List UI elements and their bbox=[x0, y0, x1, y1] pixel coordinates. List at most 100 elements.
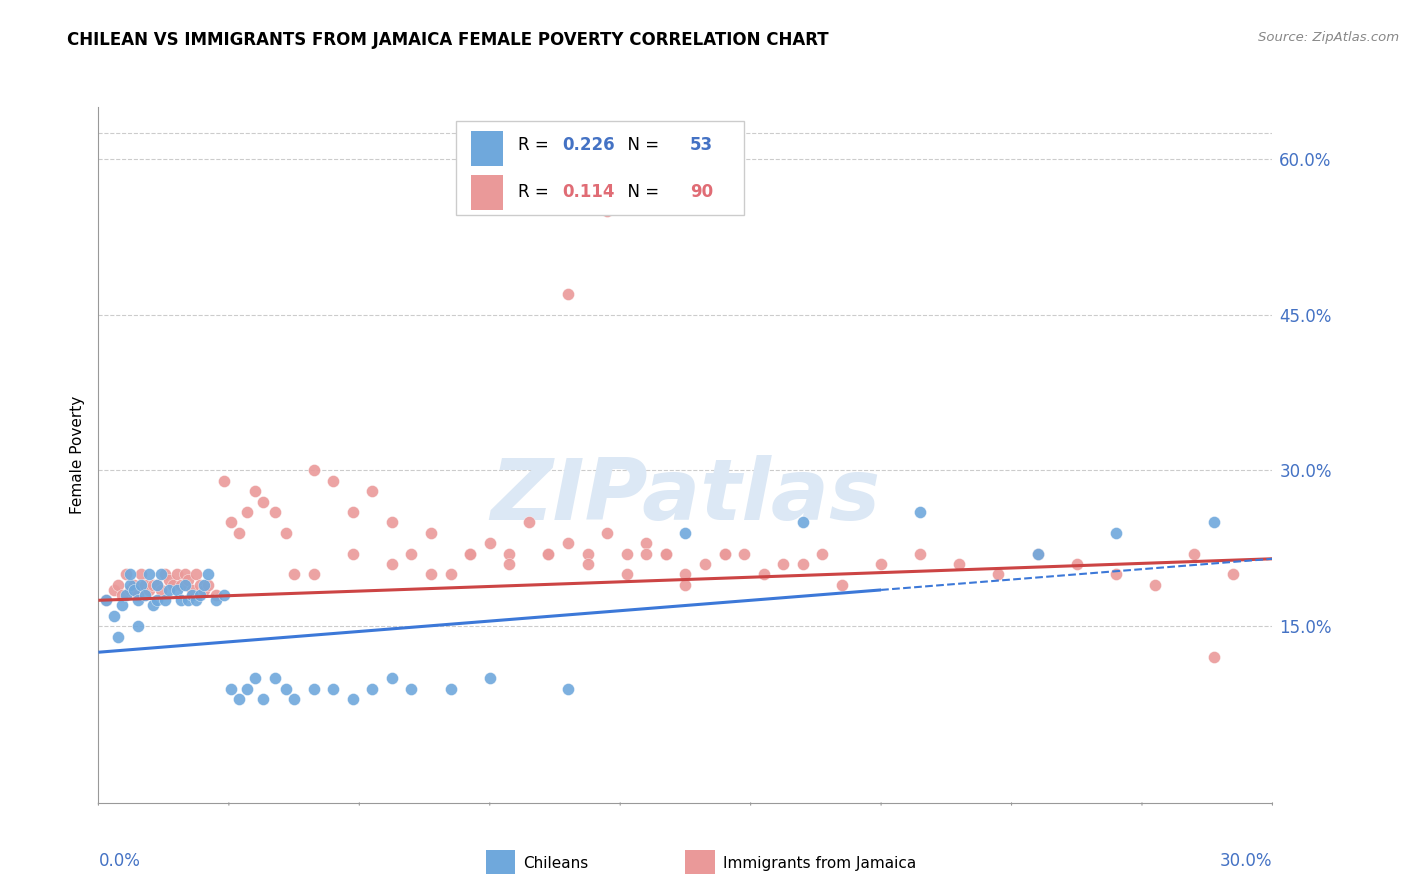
Point bbox=[157, 582, 180, 597]
Point bbox=[557, 287, 579, 301]
Point bbox=[193, 582, 215, 597]
FancyBboxPatch shape bbox=[457, 121, 744, 215]
Point bbox=[693, 557, 716, 571]
Point bbox=[302, 463, 325, 477]
FancyBboxPatch shape bbox=[471, 131, 503, 166]
Text: R =: R = bbox=[517, 184, 558, 202]
Point bbox=[342, 692, 364, 706]
Point bbox=[243, 484, 266, 499]
Point bbox=[197, 567, 219, 582]
Point bbox=[169, 578, 191, 592]
Point bbox=[361, 484, 384, 499]
Point bbox=[162, 578, 184, 592]
Point bbox=[111, 588, 134, 602]
Point bbox=[146, 593, 169, 607]
Point bbox=[636, 547, 658, 561]
Point bbox=[228, 525, 250, 540]
Point bbox=[283, 567, 305, 582]
Point bbox=[636, 536, 658, 550]
Point bbox=[114, 567, 136, 582]
Point bbox=[181, 588, 204, 602]
Point bbox=[831, 578, 853, 592]
Point bbox=[792, 557, 814, 571]
Point bbox=[134, 578, 156, 592]
Point bbox=[576, 557, 599, 571]
Point bbox=[252, 494, 274, 508]
Point bbox=[150, 582, 173, 597]
Point bbox=[302, 681, 325, 696]
Point bbox=[381, 516, 404, 530]
Text: 30.0%: 30.0% bbox=[1220, 852, 1272, 870]
Point bbox=[197, 578, 219, 592]
Text: 53: 53 bbox=[690, 136, 713, 154]
Point bbox=[169, 593, 191, 607]
Point bbox=[153, 567, 176, 582]
Text: 0.0%: 0.0% bbox=[98, 852, 141, 870]
Point bbox=[188, 578, 211, 592]
Point bbox=[166, 582, 188, 597]
Point bbox=[1202, 516, 1225, 530]
Point bbox=[118, 567, 141, 582]
Point bbox=[498, 557, 520, 571]
Point bbox=[186, 593, 208, 607]
Point bbox=[401, 547, 423, 561]
Point bbox=[127, 588, 149, 602]
Point bbox=[557, 536, 579, 550]
Point bbox=[342, 505, 364, 519]
Point bbox=[458, 547, 481, 561]
Point bbox=[142, 578, 165, 592]
Point bbox=[107, 630, 129, 644]
Point bbox=[181, 582, 204, 597]
Point bbox=[146, 578, 169, 592]
Point bbox=[910, 505, 932, 519]
Point bbox=[302, 567, 325, 582]
Point bbox=[478, 671, 501, 685]
Point bbox=[103, 608, 125, 623]
Point bbox=[948, 557, 970, 571]
Point bbox=[440, 567, 463, 582]
Point bbox=[811, 547, 834, 561]
Point bbox=[243, 671, 266, 685]
Point bbox=[252, 692, 274, 706]
Point bbox=[616, 567, 638, 582]
Point bbox=[870, 557, 893, 571]
Point bbox=[122, 578, 145, 592]
Point bbox=[118, 582, 141, 597]
Point bbox=[401, 681, 423, 696]
Point bbox=[537, 547, 560, 561]
Point bbox=[1182, 547, 1205, 561]
Point bbox=[772, 557, 794, 571]
Text: N =: N = bbox=[617, 184, 665, 202]
Point bbox=[537, 547, 560, 561]
Text: ZIPatlas: ZIPatlas bbox=[491, 455, 880, 538]
Point bbox=[96, 593, 118, 607]
Point bbox=[1222, 567, 1244, 582]
Point bbox=[142, 599, 165, 613]
Point bbox=[713, 547, 735, 561]
Point bbox=[1026, 547, 1049, 561]
Point bbox=[186, 567, 208, 582]
Point bbox=[478, 536, 501, 550]
Point bbox=[236, 681, 259, 696]
Point bbox=[361, 681, 384, 696]
Point bbox=[1105, 567, 1128, 582]
Point bbox=[792, 516, 814, 530]
Point bbox=[236, 505, 259, 519]
Point bbox=[1144, 578, 1167, 592]
Point bbox=[212, 474, 235, 488]
Point bbox=[1026, 547, 1049, 561]
Point bbox=[150, 567, 173, 582]
Point bbox=[107, 578, 129, 592]
Point bbox=[322, 681, 344, 696]
Point bbox=[157, 573, 180, 587]
Y-axis label: Female Poverty: Female Poverty bbox=[69, 396, 84, 514]
Point bbox=[1066, 557, 1088, 571]
Point bbox=[166, 567, 188, 582]
Point bbox=[118, 578, 141, 592]
Point bbox=[440, 681, 463, 696]
Point bbox=[517, 516, 540, 530]
Point bbox=[1105, 525, 1128, 540]
Point bbox=[221, 516, 243, 530]
Point bbox=[283, 692, 305, 706]
Point bbox=[733, 547, 755, 561]
